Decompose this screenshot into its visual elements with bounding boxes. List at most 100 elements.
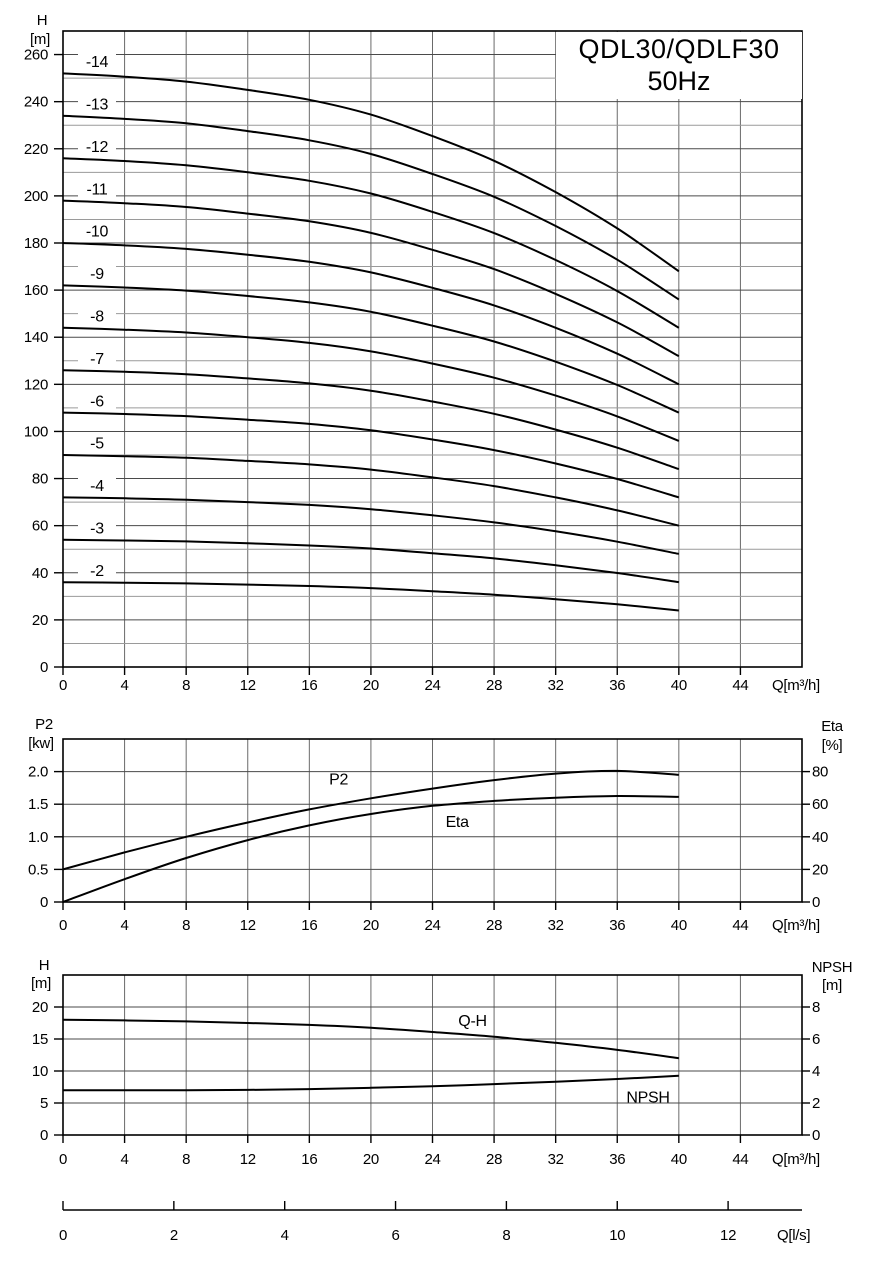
stage-curve-label--3: -3 <box>90 521 104 538</box>
right-axis-title: Eta <box>821 718 844 735</box>
stage-curve--14 <box>62 72 680 273</box>
x-tick-label: 40 <box>671 1151 687 1168</box>
x-axis-unit-label: Q[m³/h] <box>772 917 820 934</box>
x-axis-unit-label: Q[m³/h] <box>772 1151 820 1168</box>
stage-curve-label--6: -6 <box>90 393 104 410</box>
x-tick-label: 28 <box>486 677 502 694</box>
stage-curve--2 <box>62 581 679 612</box>
x-tick-label: 44 <box>732 677 748 694</box>
x-tick-label: 24 <box>424 917 440 934</box>
stage-label-mask <box>78 138 116 155</box>
x-tick-label: 8 <box>182 1151 190 1168</box>
stage-curve--5 <box>62 454 680 527</box>
ruler-tick-label: 12 <box>720 1227 736 1244</box>
stage-label-mask <box>78 53 116 70</box>
stage-curve--9 <box>62 284 680 414</box>
curve-Eta <box>62 794 679 903</box>
stage-curve--11 <box>62 199 680 357</box>
stage-curve-label--14: -14 <box>86 54 109 71</box>
right-tick-label: 0 <box>812 1127 820 1144</box>
stage-curve-label--4: -4 <box>90 478 104 495</box>
stage-curve-label--13: -13 <box>86 97 109 114</box>
stage-label-mask <box>78 180 116 197</box>
ruler-tick-label: 8 <box>502 1227 510 1244</box>
chart-subtitle: 50Hz <box>647 65 711 96</box>
x-tick-label: 16 <box>301 1151 317 1168</box>
curve-P2 <box>62 769 679 871</box>
y-axis-title: H <box>37 12 48 29</box>
chart-head-stage-curves: -14-13-12-11-10-9-8-7-6-5-4-3-2020406080… <box>24 12 820 694</box>
x-tick-label: 0 <box>59 1151 67 1168</box>
right-axis-unit: [m] <box>822 977 842 994</box>
x-tick-label: 20 <box>363 917 379 934</box>
ruler-unit-label: Q[l/s] <box>777 1227 810 1244</box>
left-tick-label: 2.0 <box>28 764 48 781</box>
left-axis-unit: [kw] <box>28 735 54 752</box>
curve-label-NPSH: NPSH <box>626 1089 669 1106</box>
y-tick-label: 40 <box>32 565 48 582</box>
x-tick-label: 24 <box>424 677 440 694</box>
right-tick-label: 80 <box>812 764 828 781</box>
stage-curve-label--10: -10 <box>86 224 109 241</box>
stage-curve--7 <box>62 369 680 471</box>
stage-curve--3 <box>62 538 679 584</box>
stage-curve--12 <box>62 157 680 329</box>
right-tick-label: 2 <box>812 1095 820 1112</box>
stage-label-mask <box>78 96 116 113</box>
right-axis-title: NPSH <box>812 959 852 976</box>
x-tick-label: 40 <box>671 917 687 934</box>
left-tick-label: 10 <box>32 1063 48 1080</box>
y-tick-label: 180 <box>24 235 48 252</box>
x-tick-label: 20 <box>363 677 379 694</box>
x-tick-label: 20 <box>363 1151 379 1168</box>
chart-title: QDL30/QDLF30 <box>578 33 780 64</box>
left-tick-label: 15 <box>32 1031 48 1048</box>
x-tick-label: 12 <box>240 677 256 694</box>
x-tick-label: 36 <box>609 1151 625 1168</box>
x-tick-label: 8 <box>182 677 190 694</box>
x-tick-label: 44 <box>732 917 748 934</box>
x-tick-label: 4 <box>121 917 129 934</box>
curve-label-P2: P2 <box>329 771 348 788</box>
x-tick-label: 28 <box>486 1151 502 1168</box>
stage-label-mask <box>78 435 116 452</box>
x-tick-label: 0 <box>59 917 67 934</box>
y-tick-label: 160 <box>24 282 48 299</box>
x-tick-label: 24 <box>424 1151 440 1168</box>
stage-curve--10 <box>62 242 680 386</box>
flow-ruler: 0 2 4 6 8 10 12 Q[l/s] <box>59 1201 811 1244</box>
left-axis-unit: [m] <box>31 975 51 992</box>
stage-curve--4 <box>62 496 679 555</box>
stage-label-mask <box>78 308 116 325</box>
left-tick-label: 1.0 <box>28 829 48 846</box>
curve-NPSH <box>62 1074 679 1092</box>
x-tick-label: 4 <box>121 677 129 694</box>
stage-curve--13 <box>62 114 680 301</box>
ruler-tick-label: 2 <box>170 1227 178 1244</box>
right-tick-label: 8 <box>812 999 820 1016</box>
stage-curve-label--9: -9 <box>90 266 104 283</box>
left-tick-label: 0 <box>40 1127 48 1144</box>
y-tick-label: 100 <box>24 423 48 440</box>
stage-label-mask <box>78 223 116 240</box>
y-tick-label: 80 <box>32 471 48 488</box>
x-tick-label: 16 <box>301 677 317 694</box>
stage-label-mask <box>78 392 116 409</box>
x-tick-label: 4 <box>121 1151 129 1168</box>
stage-label-mask <box>78 265 116 282</box>
stage-label-mask <box>78 562 116 579</box>
left-tick-label: 0.5 <box>28 861 48 878</box>
y-tick-label: 140 <box>24 329 48 346</box>
x-tick-label: 12 <box>240 917 256 934</box>
stage-curve--6 <box>62 411 680 499</box>
x-tick-label: 28 <box>486 917 502 934</box>
right-tick-label: 0 <box>812 894 820 911</box>
curve-label-Q-H: Q-H <box>458 1013 486 1030</box>
y-tick-label: 260 <box>24 47 48 64</box>
x-tick-label: 36 <box>609 917 625 934</box>
x-tick-label: 32 <box>548 1151 564 1168</box>
right-tick-label: 6 <box>812 1031 820 1048</box>
x-axis-unit-label: Q[m³/h] <box>772 677 820 694</box>
